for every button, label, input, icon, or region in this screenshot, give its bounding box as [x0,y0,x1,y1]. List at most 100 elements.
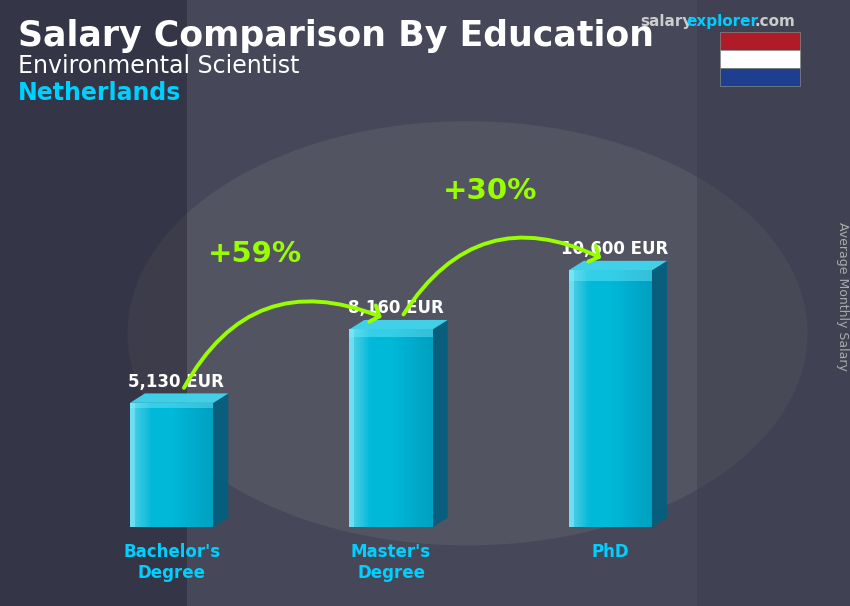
Bar [569,270,570,527]
Bar [378,330,381,527]
Bar [401,330,404,527]
Bar [209,403,212,527]
Bar [178,403,180,527]
Bar [172,403,173,527]
Bar [192,403,195,527]
Bar [586,270,587,527]
Bar [431,330,433,527]
Bar [189,403,190,527]
Bar [173,403,176,527]
Bar [349,330,351,527]
Bar [569,270,574,527]
Bar [583,270,586,527]
Bar [650,270,652,527]
Bar [381,330,382,527]
Bar [418,330,420,527]
Bar [428,330,431,527]
Bar [720,68,800,86]
Bar [162,403,163,527]
Bar [569,270,652,527]
Bar [140,403,143,527]
Bar [412,330,414,527]
Bar [593,270,596,527]
Bar [349,330,354,527]
Bar [205,403,207,527]
Bar [147,403,149,527]
Bar [590,270,592,527]
Bar [374,330,377,527]
Polygon shape [349,320,448,330]
Bar [633,270,635,527]
Bar [422,330,424,527]
Polygon shape [130,393,229,403]
Ellipse shape [128,121,808,545]
Bar [410,330,412,527]
Bar [615,270,616,527]
Bar [0,0,187,606]
Bar [397,330,400,527]
Bar [391,330,393,527]
Bar [176,403,178,527]
Bar [349,330,433,338]
Bar [184,403,186,527]
Bar [362,330,364,527]
Bar [573,270,575,527]
Bar [600,270,602,527]
Bar [400,330,401,527]
Bar [149,403,150,527]
Bar [203,403,205,527]
Bar [577,270,579,527]
Text: Salary Comparison By Education: Salary Comparison By Education [18,19,654,53]
Bar [195,403,196,527]
Bar [638,270,639,527]
Bar [570,270,573,527]
Bar [167,403,169,527]
Polygon shape [213,393,229,527]
Bar [132,403,134,527]
Bar [130,403,213,408]
Bar [372,330,374,527]
Polygon shape [652,261,667,527]
Text: Average Monthly Salary: Average Monthly Salary [836,222,849,370]
Bar [382,330,385,527]
Bar [697,0,850,606]
Bar [427,330,428,527]
Bar [395,330,397,527]
Bar [610,270,613,527]
Bar [414,330,416,527]
Text: 8,160 EUR: 8,160 EUR [348,299,444,318]
Bar [639,270,642,527]
Bar [139,403,140,527]
Text: +59%: +59% [208,240,302,268]
Text: .com: .com [755,14,796,29]
Bar [592,270,593,527]
Text: 10,600 EUR: 10,600 EUR [561,241,668,258]
Bar [606,270,609,527]
Bar [602,270,604,527]
Bar [196,403,199,527]
Bar [370,330,372,527]
Bar [408,330,410,527]
Bar [596,270,598,527]
Bar [349,330,433,527]
Bar [629,270,632,527]
Bar [190,403,192,527]
Bar [159,403,162,527]
Bar [404,330,405,527]
Bar [385,330,387,527]
Bar [393,330,395,527]
Bar [575,270,577,527]
Bar [199,403,201,527]
Bar [648,270,650,527]
Bar [416,330,418,527]
Bar [387,330,389,527]
Bar [169,403,172,527]
Text: Netherlands: Netherlands [18,81,181,105]
Bar [587,270,590,527]
Bar [150,403,153,527]
Bar [366,330,368,527]
Bar [609,270,610,527]
Bar [134,403,136,527]
Bar [720,32,800,50]
Bar [620,270,623,527]
